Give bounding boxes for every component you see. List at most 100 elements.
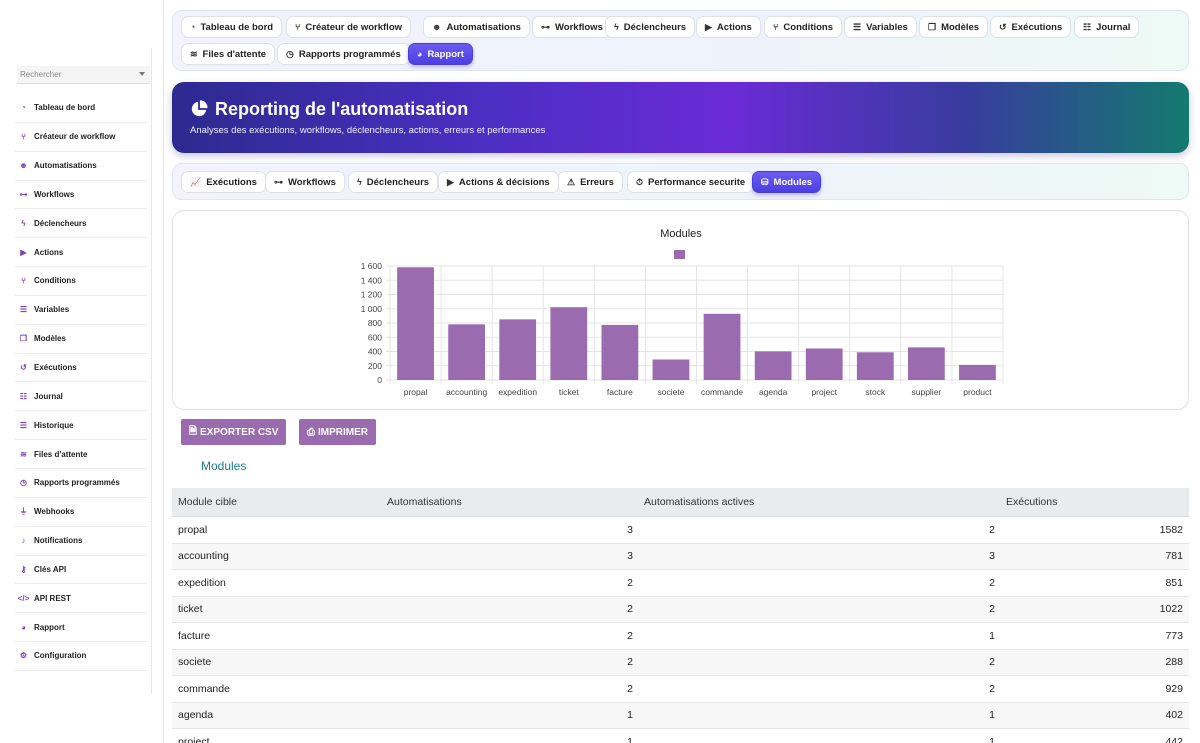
sidebar-item-flow[interactable]: ⑂ Créateur de workflow [15, 123, 147, 152]
table-cell: 1 [989, 735, 995, 743]
top-tab[interactable]: ❐ Modèles [919, 16, 989, 38]
table-cell: 2 [989, 523, 995, 536]
top-tab[interactable]: ◷ Rapports programmés [277, 43, 410, 65]
table-cell: 2 [989, 656, 995, 669]
sidebar-item-dashboard[interactable]: ◔ Tableau de bord [15, 94, 147, 123]
sidebar-item-label: Modèles [34, 334, 67, 344]
top-tab[interactable]: ↺ Exécutions [990, 16, 1072, 38]
top-tab-label: Journal [1096, 21, 1131, 33]
table-cell: propal [178, 523, 208, 536]
sidebar-item-label: Journal [34, 391, 63, 401]
report-tab[interactable]: ϟ Déclencheurs [348, 171, 439, 193]
sidebar-item-layers[interactable]: ≋ Files d'attente [15, 440, 147, 469]
pie-icon: ◕ [21, 622, 26, 632]
table-cell: 851 [1165, 576, 1183, 589]
top-tab-label: Conditions [783, 21, 834, 33]
code-icon: </> [17, 593, 30, 603]
table-cell: 929 [1165, 682, 1183, 695]
sidebar-item-play[interactable]: ▶ Actions [15, 238, 147, 268]
top-tab[interactable]: ϟ Déclencheurs [605, 16, 696, 38]
sidebar-item-bolt[interactable]: ϟ Déclencheurs [15, 209, 147, 239]
sidebar-item-bell[interactable]: ♪ Notifications [15, 527, 147, 556]
top-tab[interactable]: ☰ Variables [844, 16, 917, 38]
dashboard-icon: ◔ [21, 103, 26, 113]
sidebar-item-code[interactable]: </> API REST [15, 584, 147, 614]
chevron-down-icon[interactable] [139, 72, 145, 76]
x-tick-label: project [811, 387, 837, 397]
sidebar-item-gear[interactable]: ⚙ Configuration [15, 642, 147, 671]
top-tab[interactable]: ◕ Rapport [408, 43, 473, 65]
top-tab-label: Créateur de workflow [305, 21, 403, 33]
top-tab[interactable]: ▶ Actions [696, 16, 761, 38]
chart-title: Modules [660, 228, 702, 240]
y-tick-label: 1 200 [361, 290, 383, 300]
table-cell: ticket [178, 603, 203, 616]
sidebar-item-label: Rapport [34, 622, 65, 632]
x-tick-label: commande [701, 387, 743, 397]
top-tab[interactable]: ☷ Journal [1074, 16, 1140, 38]
report-tab[interactable]: ⊶ Workflows [265, 171, 345, 193]
sidebar-item-history[interactable]: ↺ Exécutions [15, 354, 147, 383]
stopwatch-icon: ⏱ [636, 176, 644, 187]
sidebar-item-label: Automatisations [34, 161, 97, 171]
top-tab[interactable]: ⊶ Workflows [532, 16, 612, 38]
sidebar-item-branch[interactable]: ⑂ Conditions [15, 267, 147, 296]
report-tab[interactable]: ⛁ Modules [752, 171, 822, 193]
y-tick-label: 0 [377, 375, 382, 385]
sidebar-item-plug[interactable]: ⏚ Webhooks [15, 498, 147, 527]
column-header[interactable]: Exécutions [1006, 496, 1058, 508]
robot-icon: ☻ [19, 161, 28, 171]
report-tab[interactable]: ▶ Actions & décisions [438, 171, 559, 193]
sidebar-item-robot[interactable]: ☻ Automatisations [15, 152, 147, 181]
print-button[interactable]: ⎙ IMPRIMER [299, 419, 376, 445]
table-cell: 1 [989, 629, 995, 642]
search-placeholder: Rechercher [20, 70, 62, 79]
top-tab-label: Rapport [427, 48, 464, 60]
report-tab[interactable]: 📈 Exécutions [181, 171, 266, 193]
y-tick-label: 800 [368, 318, 382, 328]
print-label: IMPRIMER [318, 426, 368, 438]
sidebar-search-input[interactable]: Rechercher [17, 66, 150, 84]
table-cell: accounting [178, 550, 229, 563]
sliders-icon: ☰ [19, 305, 28, 315]
top-tab[interactable]: ⑂ Créateur de workflow [286, 16, 412, 38]
bolt-icon: ϟ [21, 218, 26, 228]
report-tab[interactable]: ⚠ Erreurs [558, 171, 623, 193]
y-tick-label: 200 [368, 361, 382, 371]
top-tab-label: Modèles [941, 21, 980, 33]
layers-icon: ≋ [20, 449, 27, 459]
column-header[interactable]: Automatisations actives [644, 496, 755, 508]
lines-icon: ☰ [19, 420, 28, 430]
sidebar-item-lines[interactable]: ☰ Historique [15, 411, 147, 441]
sidebar-item-copy[interactable]: ❐ Modèles [15, 325, 147, 354]
top-tab[interactable]: ☻ Automatisations [423, 16, 530, 38]
sidebar-item-sitemap[interactable]: ⊶ Workflows [15, 181, 147, 210]
top-tab[interactable]: ≋ Files d'attente [181, 43, 276, 65]
sidebar-item-list[interactable]: ☷ Journal [15, 382, 147, 412]
history-icon: ↺ [20, 363, 27, 373]
table-row: ticket 2 2 1022 [172, 596, 1189, 623]
sidebar-item-label: Variables [34, 305, 70, 315]
sidebar-item-label: Workflows [34, 189, 75, 199]
sidebar-nav: ◔ Tableau de bord ⑂ Créateur de workflow ☻ Au… [15, 94, 147, 671]
sidebar-item-label: Historique [34, 420, 74, 430]
modules-bar-chart: Modules 0 200 400 600 800 1 000 1 200 1 400 1 600… [361, 228, 1004, 397]
table-cell: 1 [989, 709, 995, 722]
top-tab[interactable]: ◔ Tableau de bord [181, 16, 283, 38]
bell-icon: ♪ [21, 536, 26, 546]
column-header[interactable]: Automatisations [387, 496, 462, 508]
column-header[interactable]: Module cible [178, 496, 237, 508]
top-tab[interactable]: ⑂ Conditions [764, 16, 843, 38]
sidebar-item-key[interactable]: ⚷ Clés API [15, 556, 147, 585]
report-tab[interactable]: ⏱ Performance securite [627, 171, 755, 193]
sidebar-item-pie[interactable]: ◕ Rapport [15, 613, 147, 643]
x-tick-label: stock [865, 387, 886, 397]
sidebar-item-sliders[interactable]: ☰ Variables [15, 296, 147, 325]
top-tab-label: Variables [866, 21, 908, 33]
table-row: agenda 1 1 402 [172, 702, 1189, 729]
bar [907, 347, 945, 380]
table-cell: 1582 [1159, 523, 1183, 536]
sidebar-item-clock[interactable]: ◷ Rapports programmés [15, 469, 147, 498]
export-csv-button[interactable]: 🗎 EXPORTER CSV [181, 419, 287, 445]
table-cell: 3 [627, 523, 633, 536]
